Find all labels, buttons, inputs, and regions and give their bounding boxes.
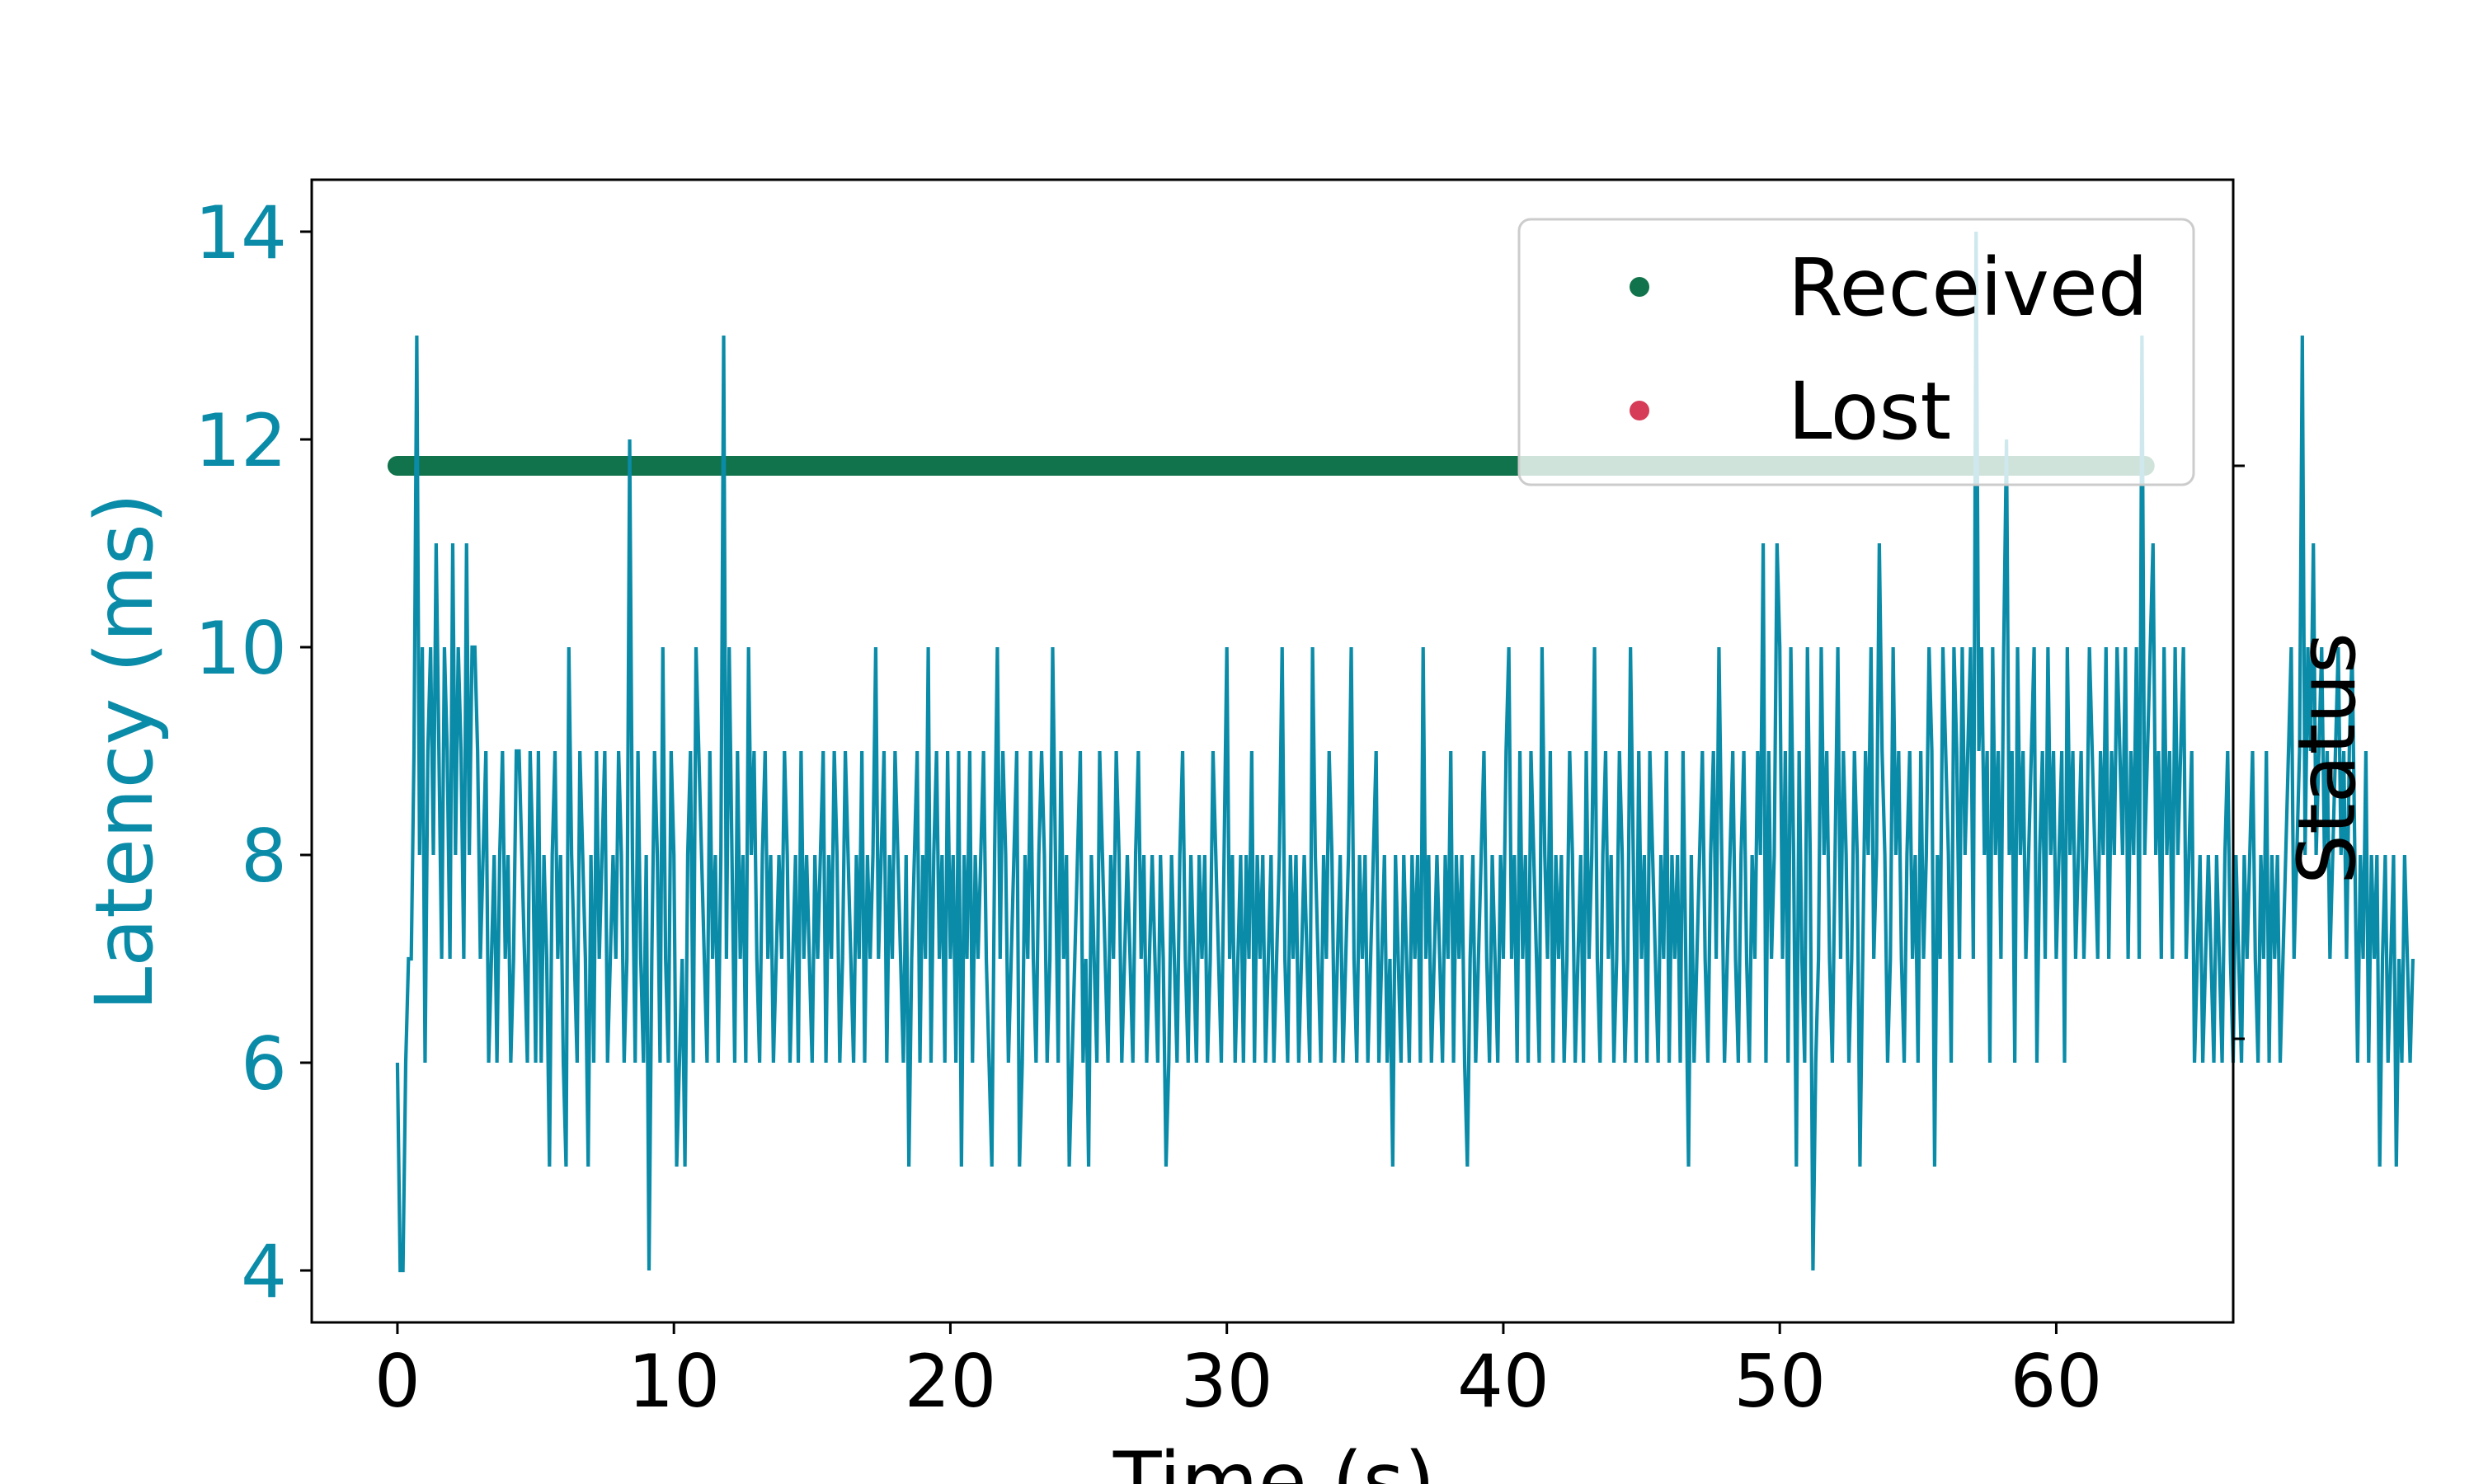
y-tick-label: 8 xyxy=(241,814,287,899)
y-tick-label: 4 xyxy=(241,1229,287,1314)
legend-frame xyxy=(1517,218,2195,486)
y-tick-label: 14 xyxy=(195,190,287,275)
y-tick-label: 6 xyxy=(241,1021,287,1106)
y-tick-label: 12 xyxy=(195,398,287,483)
legend-lost-label: Lost xyxy=(1788,365,1951,458)
x-tick-label: 10 xyxy=(628,1339,720,1424)
latency-series-line xyxy=(395,231,2415,1273)
x-tick-label: 50 xyxy=(1733,1339,1826,1424)
axes: 0 10 20 30 40 50 60 4 6 8 10 12 14 xyxy=(195,178,2245,1424)
x-tick-label: 60 xyxy=(2010,1339,2102,1424)
legend: Received Lost xyxy=(1517,218,2195,486)
x-tick-label: 40 xyxy=(1457,1339,1550,1424)
y-tick-label: 10 xyxy=(195,606,287,691)
x-tick-label: 0 xyxy=(374,1339,421,1424)
x-tick-label: 30 xyxy=(1181,1339,1273,1424)
axes-frame xyxy=(310,178,2235,1324)
legend-received-marker xyxy=(1630,277,1649,297)
y2-axis-label: Status xyxy=(2281,632,2373,885)
legend-received-label: Received xyxy=(1788,242,2148,334)
x-axis-label: Time (s) xyxy=(1112,1435,1435,1484)
y-axis-label: Latency (ms) xyxy=(78,493,171,1011)
legend-lost-marker xyxy=(1630,401,1649,420)
x-tick-label: 20 xyxy=(904,1339,996,1424)
